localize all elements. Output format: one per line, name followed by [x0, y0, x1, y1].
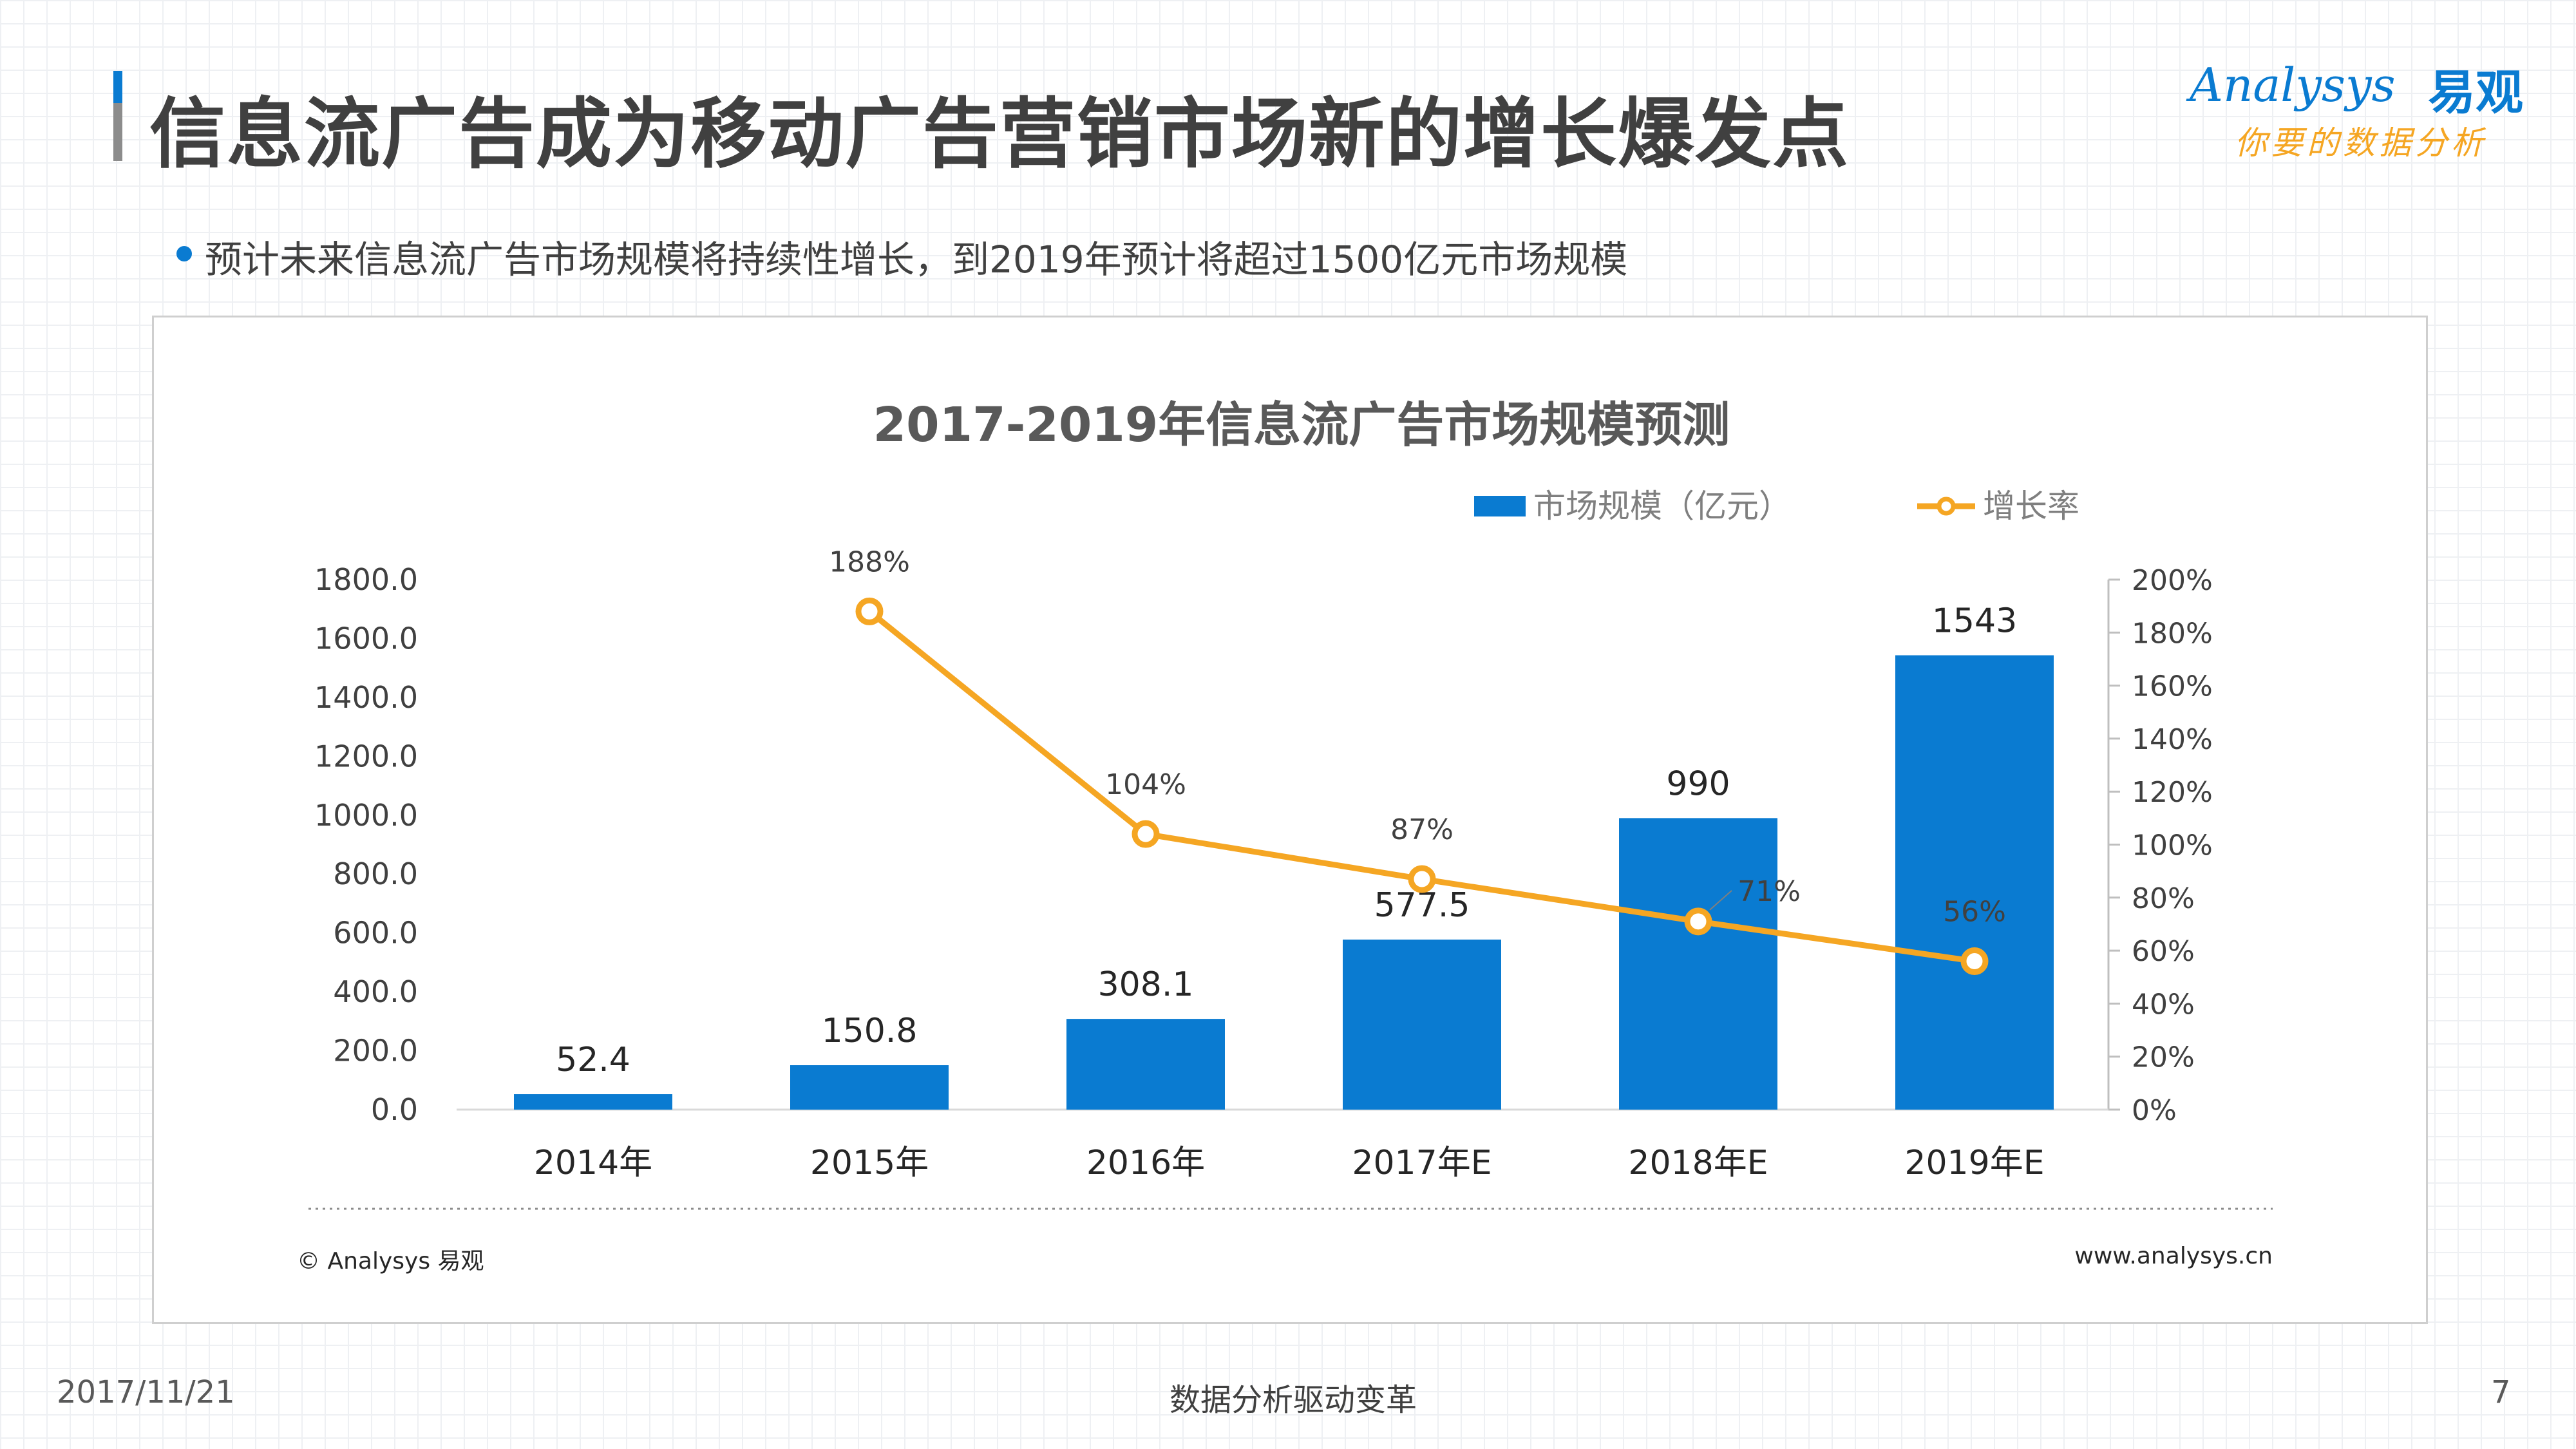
bar: [514, 1094, 672, 1110]
chart-panel: 2017-2019年信息流广告市场规模预测市场规模（亿元） 增长率 0.0 200.0…: [152, 316, 2428, 1324]
y-right-tick-label: 20%: [2132, 1041, 2195, 1074]
page-number: 7: [2491, 1374, 2511, 1410]
x-category-label: 2016年: [1086, 1144, 1205, 1182]
y-left-tick-label: 1400.0: [314, 680, 418, 715]
y-right-tick-label: 120%: [2132, 776, 2213, 809]
y-right-tick-label: 140%: [2132, 723, 2213, 756]
growth-rate-point: [1408, 865, 1436, 893]
logo-chinese: 易观: [2428, 65, 2523, 120]
bar-value-label: 1543: [1932, 602, 2017, 641]
y-left-tick-label: 1200.0: [314, 739, 418, 773]
bullet-text: 预计未来信息流广告市场规模将持续性增长，到2019年预计将超过1500亿元市场规…: [205, 238, 1628, 281]
y-right-tick-label: 60%: [2132, 935, 2195, 968]
chart-website: www.analysys.cn: [2074, 1243, 2273, 1269]
bar: [1895, 655, 2054, 1110]
y-right-tick-label: 160%: [2132, 670, 2213, 703]
y-left-tick-label: 1000.0: [314, 798, 418, 833]
growth-rate-point: [1960, 947, 1989, 976]
chart-title: 2017-2019年信息流广告市场规模预测: [873, 397, 1730, 453]
x-category-label: 2014年: [534, 1144, 652, 1182]
bar-value-label: 52.4: [556, 1041, 630, 1079]
bar-value-label: 990: [1666, 764, 1730, 803]
bar: [1343, 939, 1501, 1110]
y-left-tick-label: 800.0: [333, 857, 418, 891]
y-left-tick-label: 1800.0: [314, 562, 418, 597]
y-right-tick-label: 180%: [2132, 617, 2213, 650]
y-right-tick-label: 80%: [2132, 882, 2195, 915]
chart-source: © Analysys 易观: [297, 1248, 484, 1274]
y-left-tick-label: 1600.0: [314, 621, 418, 656]
growth-label-leader: [1709, 890, 1732, 911]
legend-line-label: 增长率: [1983, 488, 2079, 525]
analysys-logo: Analysys 易观 你要的数据分析: [2190, 58, 2524, 162]
growth-rate-point: [1132, 820, 1160, 848]
x-category-label: 2018年E: [1628, 1144, 1768, 1182]
legend-bar-label: 市场规模（亿元）: [1533, 488, 1791, 525]
y-left-tick-label: 200.0: [333, 1034, 418, 1068]
growth-rate-label: 87%: [1390, 813, 1454, 846]
x-category-label: 2017年E: [1352, 1144, 1492, 1182]
y-left-tick-label: 0.0: [371, 1092, 418, 1127]
growth-rate-label: 56%: [1943, 896, 2006, 929]
logo-slogan: 你要的数据分析: [2235, 124, 2487, 162]
title-accent-bar-grey: [113, 103, 122, 161]
growth-rate-label: 71%: [1738, 875, 1801, 908]
legend-bar-swatch: [1474, 496, 1526, 516]
y-right-tick-label: 40%: [2132, 988, 2195, 1021]
y-right-tick-label: 200%: [2132, 564, 2213, 597]
growth-rate-label: 188%: [829, 545, 910, 578]
y-right-tick-label: 100%: [2132, 829, 2213, 862]
bullet-dot-icon: [176, 246, 192, 261]
y-right-tick-label: 0%: [2132, 1094, 2177, 1127]
bar: [1066, 1019, 1225, 1110]
growth-rate-point: [1684, 907, 1712, 936]
y-left-tick-label: 400.0: [333, 974, 418, 1009]
bar-value-label: 150.8: [822, 1012, 918, 1050]
legend-line-marker: [1937, 497, 1956, 516]
x-category-label: 2015年: [810, 1144, 929, 1182]
bar-value-label: 308.1: [1098, 965, 1194, 1004]
bar: [1619, 818, 1777, 1110]
y-left-tick-label: 600.0: [333, 916, 418, 951]
logo-wordmark: Analysys: [2190, 58, 2396, 112]
x-category-label: 2019年E: [1904, 1144, 2044, 1182]
page-title: 信息流广告成为移动广告营销市场新的增长爆发点: [149, 90, 1850, 178]
growth-rate-point: [855, 597, 884, 625]
footer-date: 2017/11/21: [57, 1374, 235, 1410]
bar: [790, 1065, 949, 1110]
footer-slogan: 数据分析驱动变革: [1170, 1382, 1417, 1418]
growth-rate-label: 104%: [1105, 768, 1186, 801]
